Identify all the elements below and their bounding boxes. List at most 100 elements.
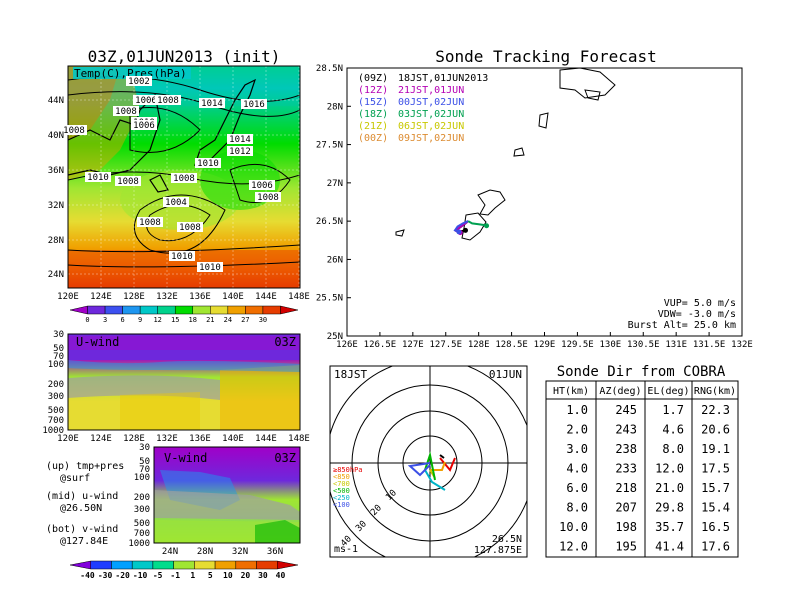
track-lon-label: 130.5E [627, 340, 660, 350]
lat-tick-label: 28N [48, 236, 64, 246]
sonde-table-cell: 198 [615, 520, 637, 534]
u-lon-label: 140E [222, 434, 244, 444]
v-lat-label: 28N [197, 547, 213, 557]
v-pressure-label: 300 [134, 505, 150, 515]
colorbar-swatch [174, 305, 194, 315]
sonde-table-cell: 243 [615, 423, 637, 437]
main-title: 03Z,01JUN2013 (init) [88, 47, 281, 66]
legend-ztime: (00Z) [358, 133, 388, 144]
sonde-table-cell: 233 [615, 462, 637, 476]
sonde-table-cell: 4.6 [662, 423, 684, 437]
isobar-label: 1010 [199, 263, 221, 273]
isobar-label: 1008 [115, 107, 137, 117]
wind-colorbar-tick: 5 [208, 571, 213, 580]
v-pressure-label: 1000 [128, 539, 150, 549]
surface-map-panel: Temp(C),Pres(hPa) 1002100610081008101010… [48, 65, 310, 302]
legend-ztime: (09Z) [358, 73, 388, 84]
v-lat-label: 24N [162, 547, 178, 557]
u-pressure-label: 500 [48, 406, 64, 416]
sonde-table-cell: 207 [615, 501, 637, 515]
colorbar-swatch [87, 305, 106, 315]
legend-jst: 18JST,01JUN2013 [398, 73, 488, 84]
colorbar-swatch [227, 305, 246, 315]
legend-ztime: (15Z) [358, 97, 388, 108]
colorbar-swatch [139, 305, 158, 315]
track-param: VUP= 5.0 m/s [664, 298, 736, 309]
track-param: Burst Alt= 25.0 km [628, 320, 736, 331]
polar-level-label: <500 [333, 487, 350, 495]
sonde-table-panel: Sonde Dir from COBRA HT(km) AZ(deg) EL(deg… [545, 364, 739, 558]
isobar-label: 1014 [201, 99, 223, 109]
wind-colorbar-swatch [152, 560, 174, 570]
u-lon-label: 124E [90, 434, 112, 444]
v-wind-lat-labels: 24N 28N 32N 36N [162, 547, 283, 557]
u-pressure-label: 70 [53, 352, 64, 362]
tracking-lon-labels: 126E 126.5E 127E 127.5E 128E 128.5E 129E 129.5E… [336, 332, 753, 350]
v-pressure-label: 100 [134, 473, 150, 483]
track-lon-label: 131E [665, 340, 687, 350]
colorbar-tick: 3 [103, 316, 107, 324]
track-end-point [463, 227, 468, 233]
wind-colorbar-tick: 30 [258, 571, 268, 580]
sonde-table-header: EL(deg) [647, 386, 689, 397]
panel-notes: (up) tmp+pres@surf (mid) u-wind@26.50N (bo… [46, 461, 124, 547]
island-outline [559, 68, 616, 99]
sonde-table-cell: 15.4 [701, 501, 730, 515]
polar-level-label: <100 [333, 501, 350, 509]
u-lon-label: 148E [288, 434, 310, 444]
sonde-table-cell: 29.8 [655, 501, 684, 515]
colorbar-swatch [104, 305, 123, 315]
polar-date: 01JUN [489, 368, 522, 381]
sonde-table-header: AZ(deg) [599, 386, 641, 397]
colorbar-swatch [122, 305, 141, 315]
isobar-label: 1008 [179, 223, 201, 233]
isobar-label: 1008 [139, 218, 161, 228]
v-wind-time: 03Z [274, 451, 296, 465]
sonde-table-header: HT(km) [553, 386, 589, 397]
u-pressure-label: 50 [53, 344, 64, 354]
wind-colorbar-tick: -40 [80, 571, 95, 580]
v-pressure-label: 50 [139, 457, 150, 467]
v-pressure-label: 30 [139, 443, 150, 453]
colorbar-swatch [210, 305, 229, 315]
sonde-table-title: Sonde Dir from COBRA [557, 364, 726, 380]
wind-colorbar-swatch [69, 560, 91, 570]
isobar-label: 1002 [128, 77, 150, 87]
sonde-table-cell: 17.5 [701, 462, 730, 476]
sonde-table-cell: 8.0 [566, 501, 588, 515]
sonde-table-cell: 195 [615, 540, 637, 554]
u-pressure-label: 1000 [42, 426, 64, 436]
legend-ztime: (18Z) [358, 109, 388, 120]
polar-lat: 26.5N [492, 534, 522, 545]
colorbar-tick: 12 [153, 316, 161, 324]
v-lat-label: 32N [232, 547, 248, 557]
wind-colorbar-tick: 40 [276, 571, 286, 580]
lon-tick-label: 144E [255, 292, 277, 302]
polar-level-label: <850 [333, 473, 350, 481]
sonde-table-cell: 6.0 [566, 481, 588, 495]
u-pressure-label: 30 [53, 330, 64, 340]
isobar-label: 1008 [63, 126, 85, 136]
polar-level-label: <700 [333, 480, 350, 488]
colorbar-tick: 0 [85, 316, 89, 324]
legend-ztime: (21Z) [358, 121, 388, 132]
colorbar-swatch [245, 305, 264, 315]
wind-colorbar-tick: -10 [133, 571, 148, 580]
polar-unit: ms-1 [334, 544, 358, 555]
colorbar-tick: 9 [138, 316, 142, 324]
sonde-table-cell: 3.0 [566, 442, 588, 456]
sonde-table-cell: 15.7 [701, 481, 730, 495]
isobar-label: 1008 [157, 96, 179, 106]
track-lat-label: 28.5N [316, 64, 343, 74]
colorbar-tick: 21 [206, 316, 214, 324]
u-pressure-label: 200 [48, 380, 64, 390]
legend-jst: 00JST,02JUN [398, 97, 464, 108]
lat-tick-label: 24N [48, 270, 64, 280]
track-lat-label: 26.5N [316, 217, 343, 227]
sonde-table-header: RNG(km) [694, 386, 736, 397]
isobar-labels: 1002100610081008101010141016100810061014… [61, 76, 281, 273]
